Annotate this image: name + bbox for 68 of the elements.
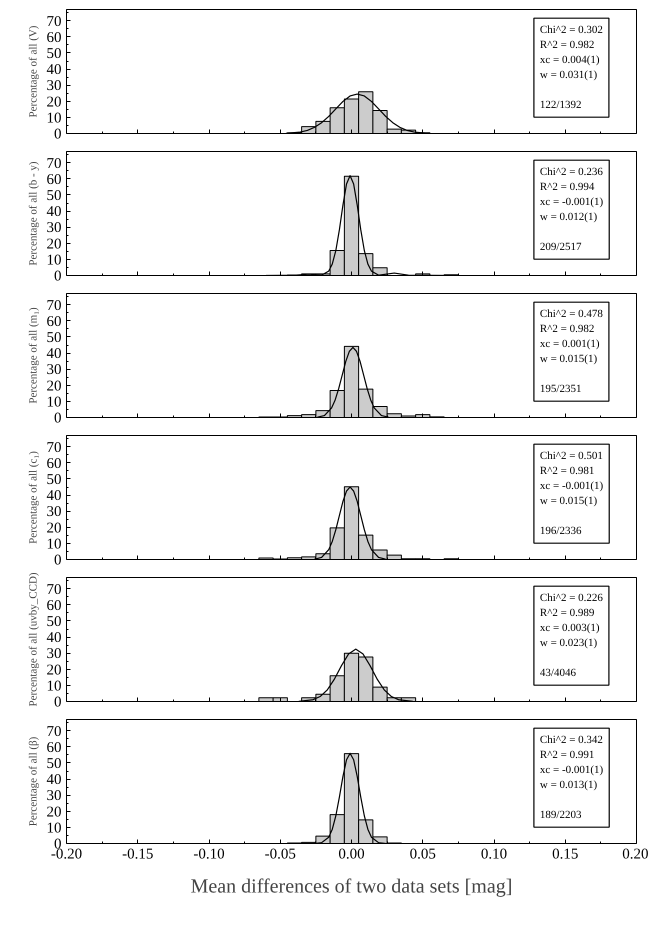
y-tick-label: 60 [46,172,62,188]
y-tick-label: 70 [46,298,62,314]
y-tick-label: 10 [46,252,62,268]
y-tick-label: 0 [54,410,62,426]
y-tick-label: 60 [46,456,62,472]
x-axis-title: Mean differences of two data sets [mag] [190,876,512,898]
y-tick-label: 30 [46,220,62,236]
y-axis-title: Percentage of all (V) [28,25,40,118]
y-tick-label: 30 [46,362,62,378]
y-tick-label: 10 [46,820,62,836]
y-tick-label: 0 [54,268,62,284]
y-tick-label: 20 [46,520,62,536]
y-tick-label: 70 [46,724,62,740]
y-tick-label: 30 [46,646,62,662]
x-tick-label: -0.05 [264,846,296,862]
y-tick-label: 10 [46,678,62,694]
x-tick-label: 0.20 [622,846,648,862]
y-tick-label: 50 [46,46,62,62]
y-tick-label: 70 [46,582,62,598]
y-tick-label: 10 [46,110,62,126]
y-tick-label: 40 [46,62,62,78]
y-tick-label: 60 [46,314,62,330]
y-tick-label: 60 [46,598,62,614]
text: Chi^2 = 0.302 R^2 = 0.982 xc = 0.004(1) w = 0.031(1) 122/1392 [540,24,603,112]
x-tick-label: -0.10 [193,846,225,862]
y-tick-label: 50 [46,472,62,488]
x-tick-label: 0.15 [552,846,578,862]
y-tick-label: 10 [46,536,62,552]
y-tick-label: 20 [46,236,62,252]
y-axis-title: Percentage of all (b - y) [28,161,40,266]
y-tick-label: 70 [46,440,62,456]
y-axis-title: Percentage of all (uvby_CCD) [28,572,40,707]
y-tick-label: 20 [46,662,62,678]
y-tick-label: 0 [54,694,62,710]
text: Chi^2 = 0.236 R^2 = 0.994 xc = -0.001(1) w = 0.012(1) 209/2517 [540,166,604,254]
text: Chi^2 = 0.342 R^2 = 0.991 xc = -0.001(1) w = 0.013(1) 189/2203 [540,734,604,822]
y-tick-label: 40 [46,630,62,646]
x-tick-label: 0.05 [410,846,436,862]
y-tick-label: 60 [46,30,62,46]
y-tick-label: 50 [46,756,62,772]
y-tick-label: 10 [46,394,62,410]
y-tick-label: 40 [46,204,62,220]
y-tick-label: 30 [46,78,62,94]
y-axis-title: Percentage of all (c₁) [28,450,40,544]
y-axis-title: Percentage of all (β) [28,736,40,826]
y-tick-label: 50 [46,614,62,630]
y-tick-label: 20 [46,378,62,394]
text: Chi^2 = 0.501 R^2 = 0.981 xc = -0.001(1) w = 0.015(1) 196/2336 [540,450,604,538]
text: Chi^2 = 0.478 R^2 = 0.982 xc = 0.001(1) w = 0.015(1) 195/2351 [540,308,603,396]
y-tick-label: 0 [54,126,62,142]
y-tick-label: 20 [46,94,62,110]
text: Chi^2 = 0.226 R^2 = 0.989 xc = 0.003(1) w = 0.023(1) 43/4046 [540,592,603,680]
y-tick-label: 20 [46,804,62,820]
x-tick-label: 0.00 [338,846,365,862]
y-tick-label: 50 [46,188,62,204]
y-tick-label: 40 [46,772,62,788]
y-tick-label: 0 [54,552,62,568]
y-tick-label: 70 [46,156,62,172]
x-tick-label: -0.15 [122,846,154,862]
y-tick-label: 30 [46,788,62,804]
y-tick-label: 50 [46,330,62,346]
y-tick-label: 40 [46,346,62,362]
y-tick-label: 60 [46,740,62,756]
y-tick-label: 30 [46,504,62,520]
y-axis-title: Percentage of all (m₁) [28,306,40,404]
x-tick-label: 0.10 [480,846,508,862]
y-tick-label: 70 [46,14,62,30]
y-tick-label: 40 [46,488,62,504]
